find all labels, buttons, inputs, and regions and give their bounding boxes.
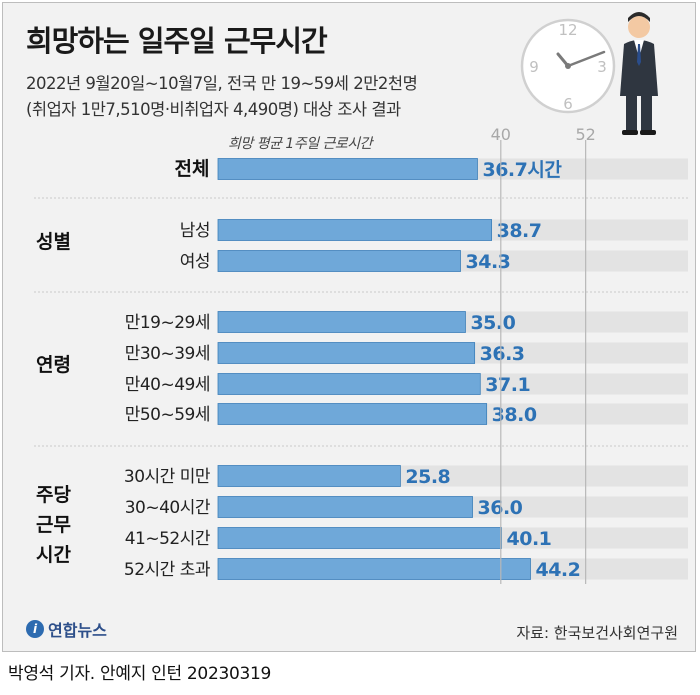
category-label: 만40~49세 xyxy=(125,375,210,395)
subtitle-line-1: 2022년 9월20일~10월7일, 전국 만 19~59세 2만2천명 xyxy=(26,74,418,93)
bar xyxy=(217,250,461,272)
bar xyxy=(217,219,493,241)
data-label: 36.7시간 xyxy=(482,159,562,181)
bar xyxy=(217,465,401,487)
clock-center xyxy=(565,63,571,69)
reference-tick-label: 52 xyxy=(575,125,595,144)
data-label: 38.0 xyxy=(492,404,537,426)
category-label: 30시간 미만 xyxy=(124,467,211,487)
subtitle-line-2: (취업자 1만7,510명·비취업자 4,490명) 대상 조사 결과 xyxy=(26,100,401,119)
source-note: 자료: 한국보건사회연구원 xyxy=(516,624,678,642)
man-head xyxy=(628,16,650,38)
group-label: 성별 xyxy=(36,231,71,253)
data-label: 38.7 xyxy=(497,220,542,242)
yonhap-logo: i 연합뉴스 xyxy=(26,617,107,641)
data-label: 44.2 xyxy=(535,559,580,581)
category-label: 여성 xyxy=(180,252,210,272)
clock-minute-hand xyxy=(566,50,606,68)
data-label: 40.1 xyxy=(507,528,552,550)
category-label: 만50~59세 xyxy=(125,405,210,425)
man-shoe-left xyxy=(622,130,638,135)
group-label: 시간 xyxy=(36,544,71,566)
man-jacket xyxy=(620,40,658,96)
bar xyxy=(217,311,466,333)
group-label: 연령 xyxy=(36,354,71,376)
data-label: 37.1 xyxy=(485,374,530,396)
man-leg-right xyxy=(641,96,652,132)
data-label: 35.0 xyxy=(470,312,515,334)
group-label: 근무 xyxy=(36,514,71,536)
bar xyxy=(217,527,502,549)
category-label: 52시간 초과 xyxy=(124,560,211,580)
businessman-icon xyxy=(620,12,658,135)
bar xyxy=(217,496,473,518)
clock-number: 6 xyxy=(563,95,573,113)
category-label: 30~40시간 xyxy=(125,498,211,518)
man-leg-left xyxy=(626,96,637,132)
category-label: 41~52시간 xyxy=(125,529,211,549)
category-label: 남성 xyxy=(180,221,210,241)
clock-number: 3 xyxy=(597,58,607,76)
bar xyxy=(217,403,488,425)
data-label: 34.3 xyxy=(466,251,511,273)
data-label: 36.3 xyxy=(480,343,525,365)
logo-text: 연합뉴스 xyxy=(48,621,107,640)
group-label: 전체 xyxy=(175,158,210,180)
page-title: 희망하는 일주일 근무시간 xyxy=(26,24,328,58)
man-hair xyxy=(628,12,650,22)
axis-caption: 희망 평균 1주일 근로시간 xyxy=(228,136,375,152)
bar xyxy=(217,373,481,395)
man-shoe-right xyxy=(640,130,656,135)
group-label: 주당 xyxy=(36,484,71,506)
logo-mark-icon: i xyxy=(26,620,44,638)
reference-tick-label: 40 xyxy=(491,125,511,144)
clock-number: 12 xyxy=(558,21,577,39)
clock-number: 9 xyxy=(529,58,539,76)
credit-line: 박영석 기자. 안예지 인턴 20230319 xyxy=(8,664,272,684)
category-label: 만30~39세 xyxy=(125,344,210,364)
bar xyxy=(217,558,531,580)
data-label: 36.0 xyxy=(478,497,523,519)
bar xyxy=(217,158,478,180)
bar xyxy=(217,342,476,364)
data-label: 25.8 xyxy=(405,466,450,488)
category-label: 만19~29세 xyxy=(125,313,210,333)
man-tie xyxy=(637,44,641,66)
